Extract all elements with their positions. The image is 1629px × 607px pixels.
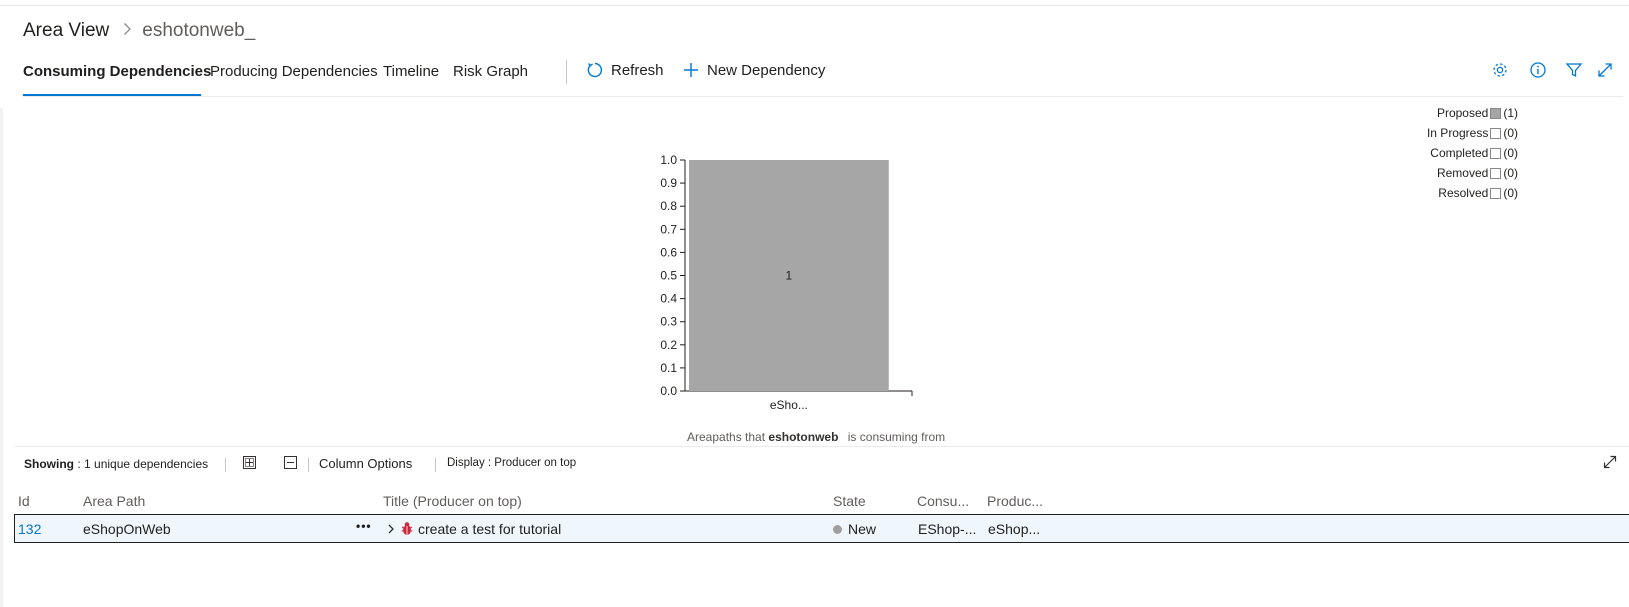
breadcrumb-root[interactable]: Area View — [23, 20, 110, 41]
chart-legend: Proposed (1) In Progress (0) Completed (… — [1427, 103, 1518, 203]
y-tick-label: 0.7 — [660, 222, 677, 236]
toolbar-divider — [225, 458, 226, 472]
y-tick-label: 0.8 — [660, 199, 677, 213]
top-strip — [0, 0, 1629, 6]
bug-icon — [401, 521, 413, 539]
legend-swatch — [1490, 167, 1502, 179]
chart-caption-suffix: is consuming from — [847, 430, 946, 444]
row-consumer: EShop-... — [918, 521, 977, 537]
row-state: New — [833, 521, 876, 537]
y-tick-label: 0.9 — [660, 176, 677, 190]
legend-item-completed[interactable]: Completed (0) — [1427, 143, 1518, 163]
x-tick-label: eSho... — [770, 398, 808, 412]
chevron-right-icon[interactable] — [387, 522, 395, 538]
legend-item-removed[interactable]: Removed (0) — [1427, 163, 1518, 183]
info-icon[interactable] — [1528, 60, 1548, 80]
new-dependency-button[interactable]: New Dependency — [681, 60, 825, 80]
showing-label: Showing — [24, 457, 74, 471]
showing-summary: Showing : 1 unique dependencies — [24, 457, 208, 471]
legend-count: (0) — [1503, 146, 1518, 160]
grid-toolbar: Showing : 1 unique dependencies Column O… — [14, 446, 1629, 480]
tab-risk-graph[interactable]: Risk Graph — [453, 63, 529, 80]
row-id-link[interactable]: 132 — [18, 521, 42, 537]
breadcrumb-current: eshotonweb_ — [142, 20, 256, 41]
table-row[interactable]: 132 eShopOnWeb ••• create a test for tut… — [14, 514, 1629, 543]
column-options-button[interactable]: Column Options — [319, 456, 413, 471]
legend-count: (0) — [1503, 166, 1518, 180]
legend-swatch — [1490, 107, 1502, 119]
legend-swatch — [1490, 147, 1502, 159]
y-tick-label: 1.0 — [660, 155, 677, 167]
plus-icon — [681, 60, 701, 80]
refresh-icon — [585, 60, 605, 80]
bar — [689, 160, 889, 391]
row-title[interactable]: create a test for tutorial — [418, 521, 562, 537]
tab-producing-dependencies[interactable]: Producing Dependencies — [210, 63, 378, 80]
y-tick-label: 0.2 — [660, 338, 677, 352]
legend-label: Proposed — [1436, 106, 1489, 120]
y-tick-label: 0.5 — [660, 269, 677, 283]
y-tick-label: 0.6 — [660, 245, 677, 259]
chart-caption-bold: eshotonweb — [768, 430, 839, 444]
legend-label: Resolved — [1438, 186, 1489, 200]
row-area-path: eShopOnWeb — [83, 521, 171, 537]
tab-divider — [566, 60, 567, 84]
tab-bar: Consuming Dependencies Producing Depende… — [23, 56, 1623, 97]
column-header-area-path[interactable]: Area Path — [83, 493, 146, 509]
legend-label: In Progress — [1426, 126, 1489, 140]
toolbar-divider — [435, 458, 436, 472]
breadcrumb: Area View eshotonweb_ — [23, 18, 255, 44]
column-header-id[interactable]: Id — [18, 493, 30, 509]
column-header-state[interactable]: State — [833, 493, 866, 509]
legend-item-proposed[interactable]: Proposed (1) — [1427, 103, 1518, 123]
toolbar-divider — [308, 458, 309, 472]
gear-icon[interactable] — [1490, 60, 1510, 80]
legend-label: Removed — [1436, 166, 1489, 180]
state-dot-icon — [833, 525, 842, 534]
active-tab-indicator — [23, 94, 201, 96]
left-scroll-strip — [0, 108, 3, 607]
filter-icon[interactable] — [1564, 60, 1584, 80]
chart-area: 0.0 0.1 0.2 0.3 0.4 0.5 0.6 0.7 0.8 0.9 1.0 1 eSho..… — [0, 100, 1629, 445]
fullscreen-icon[interactable] — [1603, 455, 1617, 469]
y-tick-label: 0.4 — [660, 292, 677, 306]
row-producer: eShop... — [988, 521, 1041, 537]
legend-swatch — [1490, 187, 1502, 199]
grid-header: Id Area Path Title (Producer on top) Sta… — [14, 490, 1629, 514]
column-header-consumer[interactable]: Consu... — [917, 493, 970, 509]
refresh-button[interactable]: Refresh — [585, 60, 664, 80]
new-dependency-label: New Dependency — [707, 61, 826, 79]
expand-all-icon[interactable] — [243, 456, 257, 470]
tab-timeline[interactable]: Timeline — [383, 63, 440, 80]
chevron-right-icon — [123, 22, 132, 41]
expand-icon[interactable] — [1595, 60, 1615, 80]
column-header-producer[interactable]: Produc... — [987, 493, 1044, 509]
row-more-actions-button[interactable]: ••• — [356, 519, 372, 533]
column-header-title[interactable]: Title (Producer on top) — [383, 493, 522, 509]
tab-consuming-dependencies[interactable]: Consuming Dependencies — [23, 63, 212, 80]
y-tick-label: 0.1 — [660, 361, 677, 375]
legend-item-resolved[interactable]: Resolved (0) — [1427, 183, 1518, 203]
bar-chart: 0.0 0.1 0.2 0.3 0.4 0.5 0.6 0.7 0.8 0.9 1.0 1 eSho..… — [660, 155, 913, 412]
legend-count: (0) — [1503, 186, 1518, 200]
legend-item-in-progress[interactable]: In Progress (0) — [1427, 123, 1518, 143]
display-mode-selector[interactable]: Display : Producer on top — [447, 457, 577, 469]
bar-data-label: 1 — [786, 269, 793, 283]
chart-caption: Areapaths that eshotonweb is consuming f… — [640, 430, 980, 444]
chart-caption-prefix: Areapaths that — [687, 430, 766, 444]
legend-label: Completed — [1430, 146, 1489, 160]
y-tick-label: 0.3 — [660, 315, 677, 329]
y-tick-label: 0.0 — [660, 384, 677, 398]
refresh-label: Refresh — [611, 61, 664, 79]
collapse-all-icon[interactable] — [284, 456, 298, 470]
legend-swatch — [1490, 127, 1502, 139]
legend-count: (0) — [1503, 126, 1518, 140]
row-state-label: New — [848, 521, 877, 537]
legend-count: (1) — [1503, 106, 1518, 120]
showing-value: : 1 unique dependencies — [77, 457, 209, 471]
